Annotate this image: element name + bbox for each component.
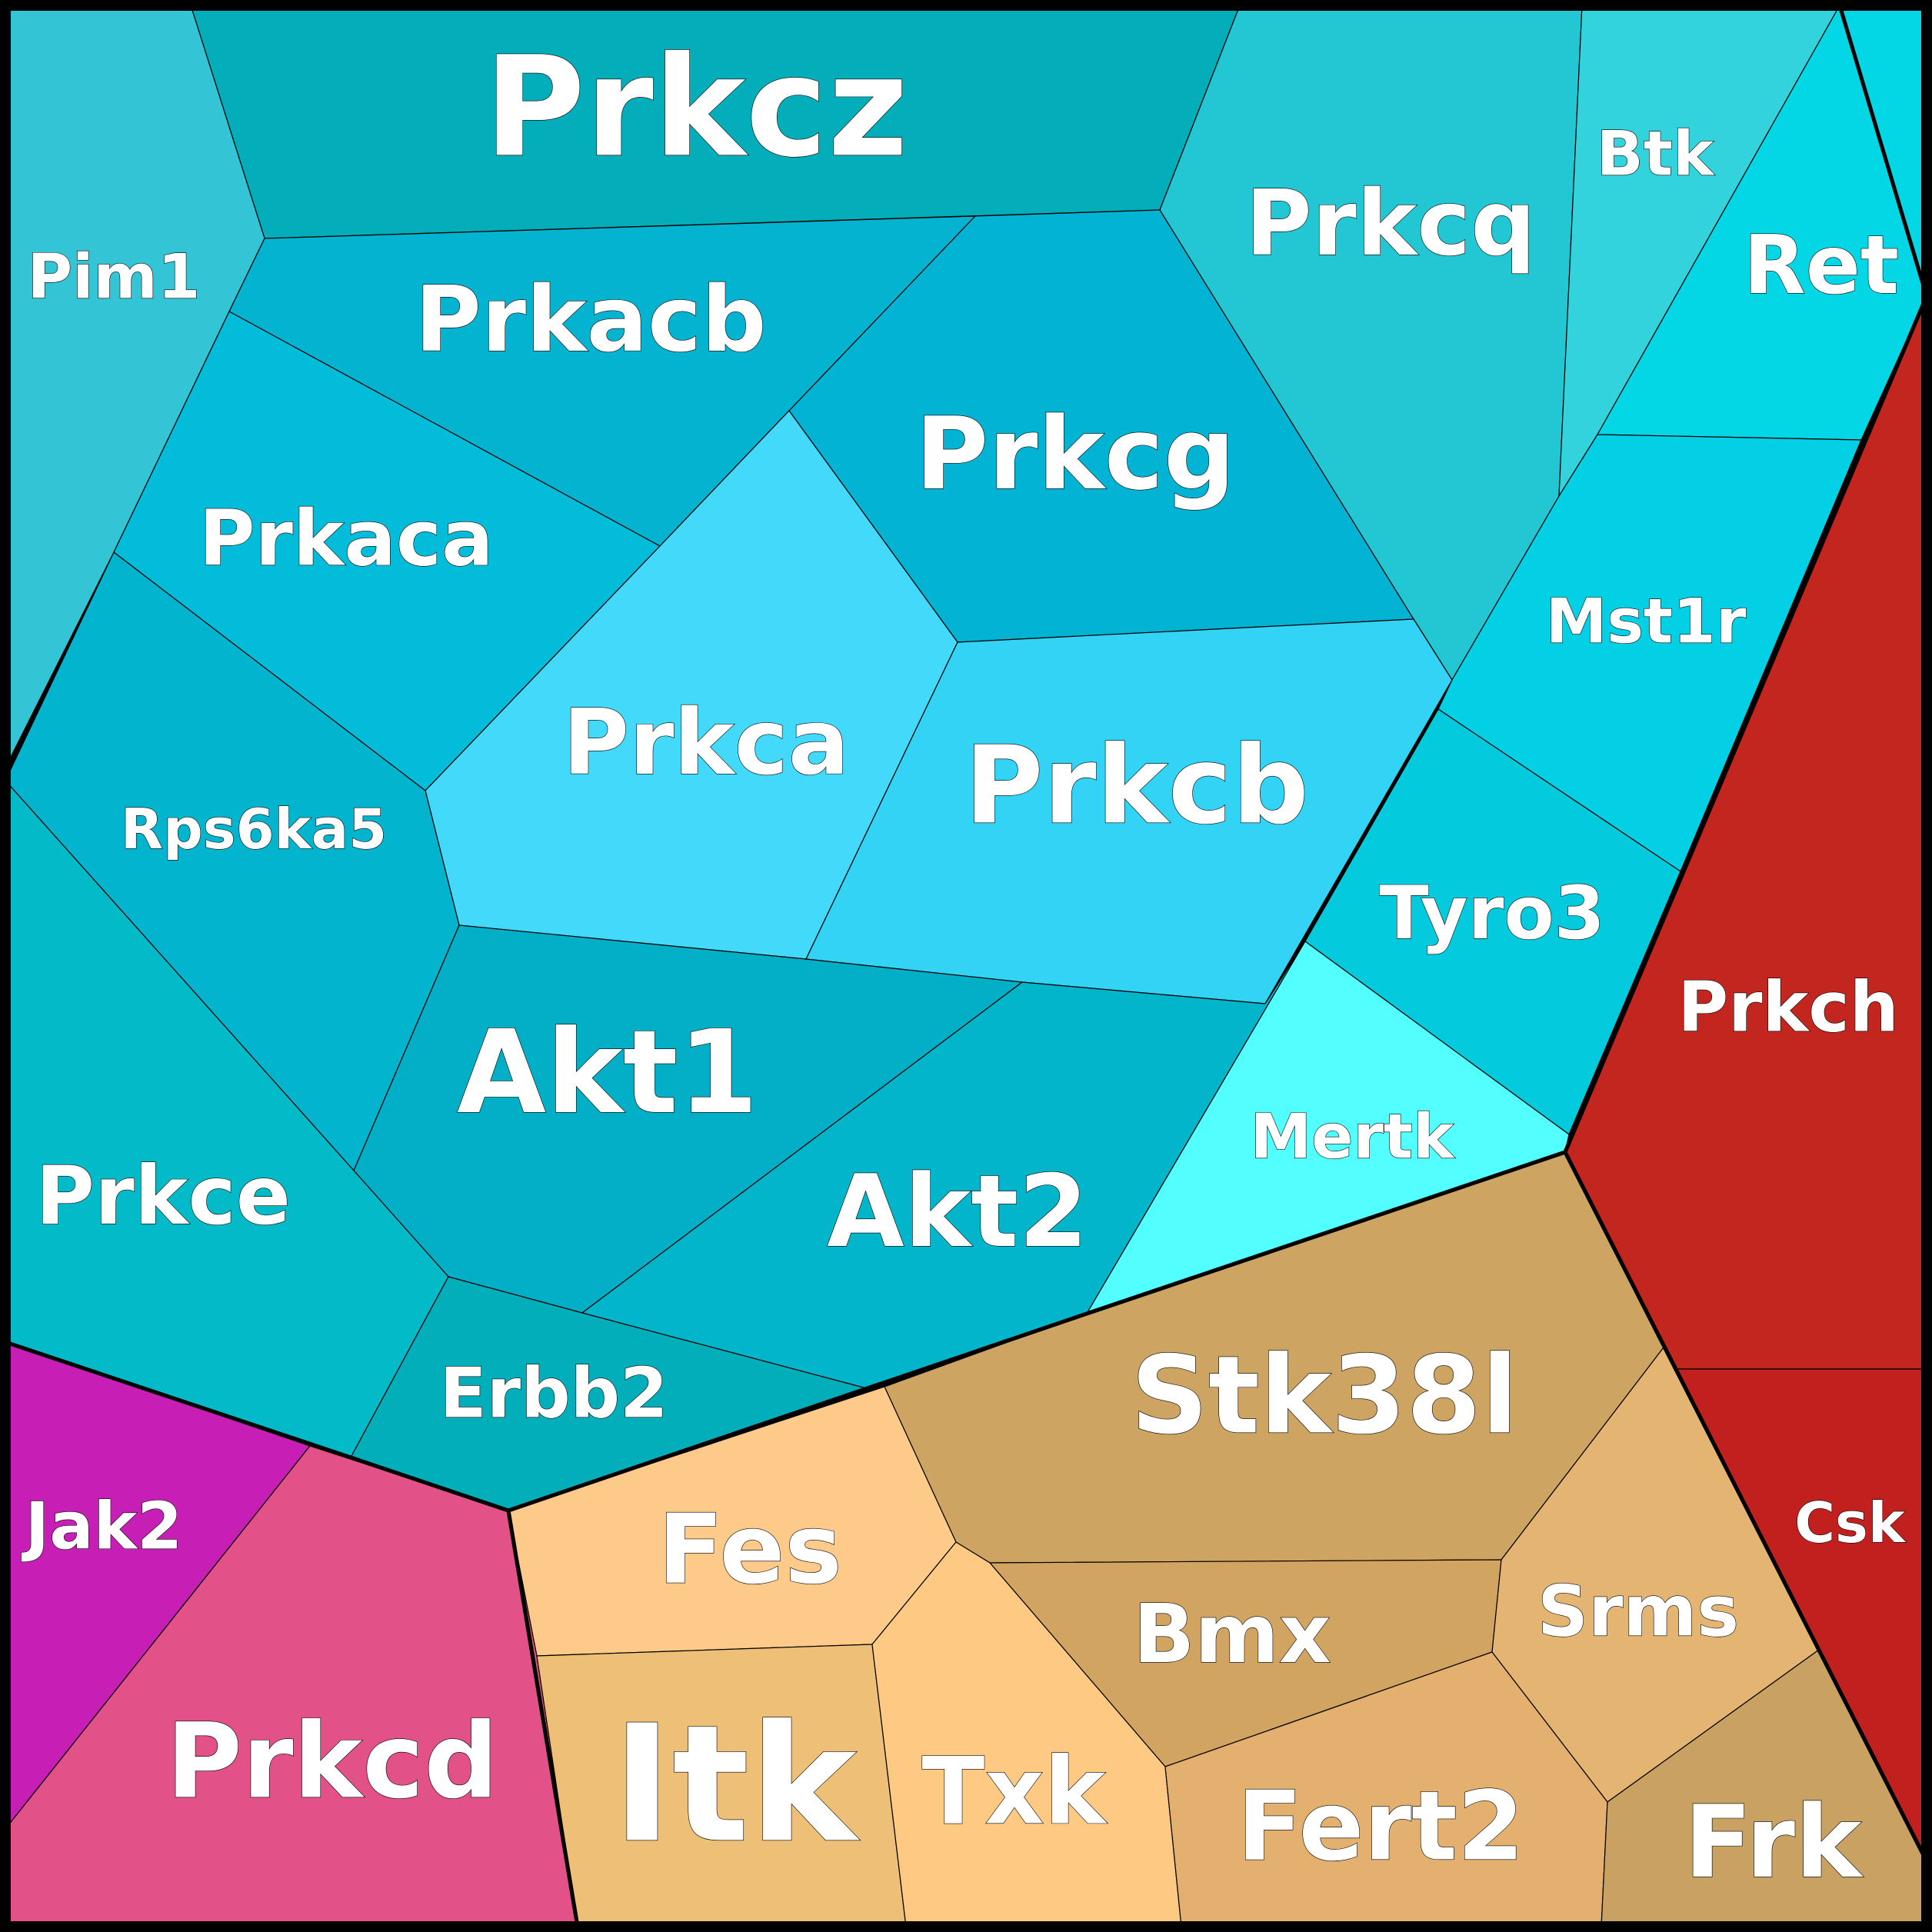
cell-label-prkcz: Prkcz — [484, 28, 908, 188]
cell-label-csk: Csk — [1794, 1491, 1907, 1555]
cell-label-btk: Btk — [1597, 118, 1715, 190]
cells-layer — [5, 5, 1927, 1927]
cell-label-txk: Txk — [921, 1739, 1108, 1846]
cell-label-bmx: Bmx — [1133, 1587, 1331, 1681]
cell-label-prkcb: Prkcb — [964, 724, 1309, 849]
cell-label-prkcd: Prkcd — [166, 1701, 498, 1822]
cell-label-prkce: Prkce — [35, 1149, 291, 1243]
cell-label-mst1r: Mst1r — [1546, 586, 1747, 658]
cell-label-prkaca: Prkaca — [198, 494, 493, 584]
cell-label-prkcg: Prkcg — [915, 395, 1235, 512]
labels-layer: Prkcz Pim1 Prkacb Prkcg Prkcq Btk Ret Prkaca Prk… — [21, 27, 1907, 1901]
cell-label-srms: Srms — [1537, 1571, 1739, 1653]
cell-label-erbb2: Erbb2 — [439, 1354, 668, 1434]
cell-label-itk: Itk — [612, 1690, 861, 1879]
cell-label-prkacb: Prkacb — [415, 266, 766, 372]
cell-label-fes: Fes — [658, 1494, 842, 1606]
cell-label-prkch: Prkch — [1677, 968, 1899, 1048]
cell-label-jak2: Jak2 — [22, 1489, 183, 1565]
cell-label-fert2: Fert2 — [1237, 1771, 1524, 1883]
cell-label-prkcq: Prkcq — [1245, 170, 1536, 276]
cell-label-akt1: Akt1 — [457, 1006, 758, 1140]
cell-label-ret: Ret — [1744, 218, 1899, 312]
cell-label-tyro3: Tyro3 — [1379, 871, 1605, 956]
cell-label-mertk: Mertk — [1251, 1101, 1456, 1173]
cell-label-stk38l: Stk38l — [1131, 1334, 1518, 1459]
cell-label-frk: Frk — [1684, 1784, 1864, 1900]
cell-label-akt2: Akt2 — [827, 1153, 1088, 1270]
cell-label-prkca: Prkca — [563, 689, 850, 795]
cell-label-rps6ka5: Rps6ka5 — [121, 797, 388, 861]
cell-label-pim1: Pim1 — [27, 242, 200, 313]
